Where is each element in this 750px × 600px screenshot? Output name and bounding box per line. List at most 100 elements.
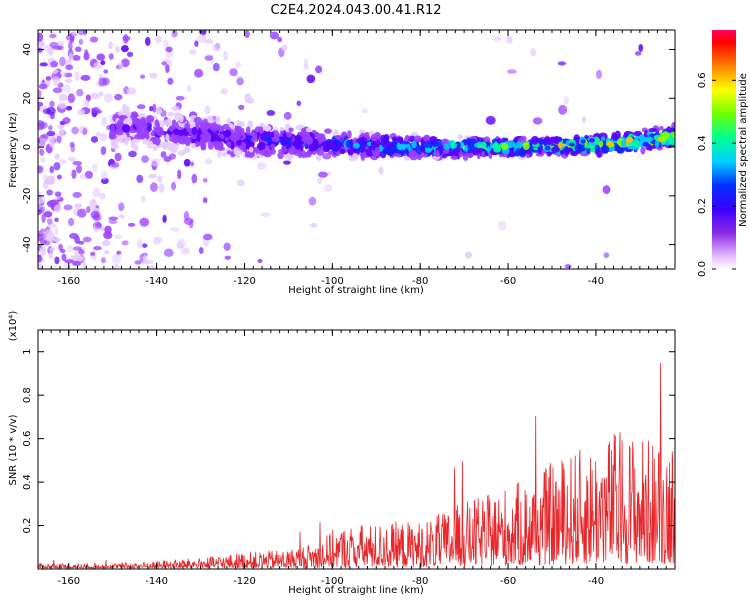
spectrogram-band-blob bbox=[152, 136, 161, 145]
spectrogram-noise-blob bbox=[596, 69, 603, 80]
spectrogram-noise-blob bbox=[78, 240, 85, 245]
spectrogram-noise-blob bbox=[244, 30, 250, 39]
spectrogram-noise-blob bbox=[38, 196, 46, 204]
spectrogram-band-blob bbox=[396, 149, 406, 154]
spectrogram-band-blob bbox=[233, 146, 240, 156]
spectrogram-noise-blob bbox=[260, 212, 271, 218]
spectrogram-band-blob bbox=[574, 143, 584, 153]
spectrogram-band-blob bbox=[567, 147, 573, 153]
spectrogram-noise-blob bbox=[277, 36, 283, 43]
spectrogram-noise-blob bbox=[38, 101, 44, 107]
spectrogram-band-blob bbox=[222, 129, 232, 138]
spectrogram-band-blob bbox=[110, 124, 115, 134]
spectrogram-band-blob bbox=[122, 103, 127, 113]
spectrogram-band-blob bbox=[368, 145, 375, 150]
spectrogram-band-blob bbox=[457, 134, 464, 140]
spectrogram-band-blob bbox=[409, 151, 419, 161]
spectrogram-band-blob bbox=[271, 136, 280, 142]
spectrogram-noise-blob bbox=[160, 151, 167, 158]
spectrogram-band-blob bbox=[600, 145, 610, 154]
spectrogram-band-blob bbox=[598, 140, 604, 148]
spectrogram-xtick-label: -80 bbox=[412, 276, 428, 287]
spectrogram-band-blob bbox=[625, 137, 634, 143]
spectrogram-noise-blob bbox=[47, 47, 55, 56]
spectrogram-noise-blob bbox=[318, 171, 328, 178]
spectrogram-noise-blob bbox=[189, 49, 197, 55]
spectrogram-band-blob bbox=[403, 155, 410, 161]
spectrogram-band-blob bbox=[380, 140, 388, 148]
colorbar-label: Normalized spectral amplitude bbox=[738, 73, 749, 227]
spectrogram-band-blob bbox=[341, 131, 347, 137]
spectrogram-band-blob bbox=[281, 138, 288, 143]
spectrogram-noise-blob bbox=[163, 156, 172, 162]
snr-ytick-label: 0.8 bbox=[22, 387, 33, 403]
spectrogram-band-blob bbox=[226, 117, 231, 124]
spectrogram-noise-blob bbox=[322, 152, 332, 160]
spectrogram-band-blob bbox=[642, 141, 650, 147]
spectrogram-noise-blob bbox=[66, 245, 74, 253]
spectrogram-noise-blob bbox=[191, 173, 198, 184]
spectrogram-noise-blob bbox=[77, 108, 86, 116]
spectrogram-band-blob bbox=[288, 127, 294, 133]
spectrogram-noise-blob bbox=[152, 103, 157, 113]
spectrogram-noise-blob bbox=[72, 54, 81, 61]
spectrogram-noise-blob bbox=[99, 133, 108, 142]
spectrogram-band-blob bbox=[134, 134, 141, 141]
spectrogram-noise-blob bbox=[558, 104, 568, 115]
spectrogram-band-blob bbox=[437, 146, 443, 151]
spectrogram-noise-blob bbox=[50, 265, 59, 269]
spectrogram-band-blob bbox=[132, 113, 139, 118]
spectrogram-noise-blob bbox=[150, 158, 161, 167]
spectrogram-noise-blob bbox=[638, 43, 644, 52]
spectrogram-noise-blob bbox=[48, 125, 53, 131]
spectrogram-band-blob bbox=[334, 134, 342, 140]
spectrogram-band-blob bbox=[293, 149, 302, 156]
snr-ytick-label: 0.2 bbox=[22, 518, 33, 534]
spectrogram-band-blob bbox=[434, 149, 440, 158]
spectrogram-noise-blob bbox=[84, 170, 94, 179]
spectrogram-noise-blob bbox=[52, 69, 59, 74]
spectrogram-band-blob bbox=[508, 141, 516, 148]
spectrogram-band-blob bbox=[568, 142, 576, 147]
spectrogram-noise-blob bbox=[171, 30, 178, 38]
spectrogram-noise-blob bbox=[140, 74, 146, 79]
spectrogram-noise-blob bbox=[114, 93, 123, 101]
spectrogram-noise-blob bbox=[50, 60, 59, 68]
spectrogram-noise-blob bbox=[62, 117, 71, 125]
spectrogram-noise-blob bbox=[183, 158, 191, 167]
spectrogram-band-blob bbox=[425, 147, 432, 153]
spectrogram-band-blob bbox=[182, 147, 191, 153]
spectrogram-noise-blob bbox=[39, 246, 47, 256]
spectrogram-band-blob bbox=[221, 151, 228, 157]
spectrogram-noise-blob bbox=[38, 230, 44, 237]
spectrogram-ylabel: Frequency (Hz) bbox=[8, 112, 19, 188]
spectrogram-noise-blob bbox=[147, 265, 154, 269]
spectrogram-noise-blob bbox=[165, 46, 173, 53]
spectrogram-band-blob bbox=[108, 134, 117, 140]
spectrogram-band-blob bbox=[259, 142, 266, 151]
spectrogram-band-blob bbox=[395, 153, 402, 158]
spectrogram-noise-blob bbox=[126, 87, 137, 95]
spectrogram-band-blob bbox=[279, 126, 285, 131]
spectrogram-band-blob bbox=[247, 120, 254, 129]
spectrogram-noise-blob bbox=[89, 198, 97, 209]
spectrogram-noise-blob bbox=[118, 61, 124, 70]
spectrogram-ytick-label: 40 bbox=[22, 43, 33, 56]
spectrogram-ytick-label: -40 bbox=[22, 236, 33, 252]
spectrogram-band-blob bbox=[600, 136, 606, 141]
spectrogram-band-blob bbox=[172, 142, 181, 147]
spectrogram-noise-blob bbox=[80, 74, 91, 81]
spectrogram-band-blob bbox=[324, 128, 332, 134]
spectrogram-noise-blob bbox=[530, 48, 537, 57]
spectrogram-noise-blob bbox=[196, 33, 207, 44]
spectrogram-noise-blob bbox=[61, 253, 67, 262]
spectrogram-noise-blob bbox=[46, 106, 56, 116]
spectrogram-noise-blob bbox=[72, 160, 83, 166]
snr-xtick-label: -160 bbox=[57, 576, 80, 587]
spectrogram-noise-blob bbox=[93, 61, 103, 70]
spectrogram-noise-blob bbox=[127, 222, 136, 227]
spectrogram-band-blob bbox=[544, 145, 551, 151]
spectrogram-noise-blob bbox=[108, 53, 114, 60]
spectrogram-noise-blob bbox=[118, 214, 125, 219]
